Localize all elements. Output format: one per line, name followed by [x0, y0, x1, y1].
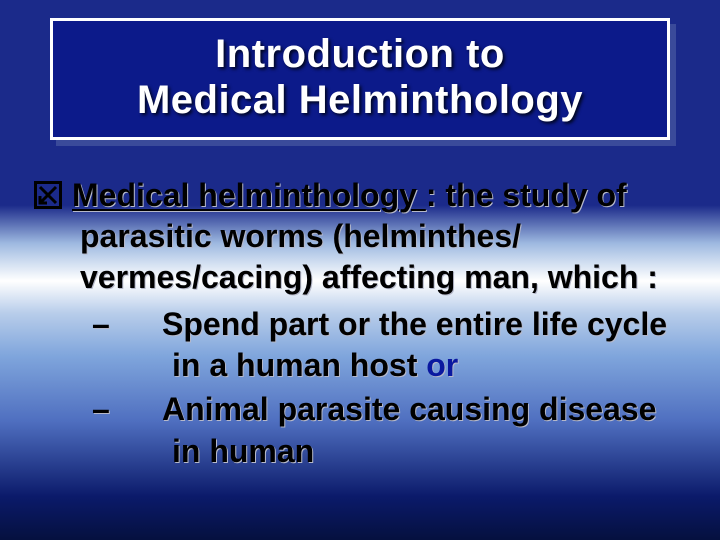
term-text: Medical helminthology [72, 177, 426, 213]
content-area: Medical helminthology : the study of par… [34, 175, 692, 474]
boxed-x-arrow-icon [34, 181, 62, 209]
accent-word: or [426, 347, 458, 383]
main-bullet-paragraph: Medical helminthology : the study of par… [34, 175, 692, 298]
list-item: –Spend part or the entire life cycle in … [132, 304, 692, 387]
subitem-text: Animal parasite causing disease in human [162, 391, 656, 469]
list-item: –Animal parasite causing disease in huma… [132, 389, 692, 472]
sub-list: –Spend part or the entire life cycle in … [34, 304, 692, 472]
title-line1: Introduction to [215, 32, 505, 76]
subitem-text: Spend part or the entire life cycle in a… [162, 306, 667, 384]
title-box: Introduction to Medical Helminthology [50, 18, 670, 140]
dash-icon: – [132, 304, 162, 346]
dash-icon: – [132, 389, 162, 431]
slide-title: Introduction to Medical Helminthology [71, 31, 649, 123]
title-line2: Medical Helminthology [137, 78, 583, 122]
